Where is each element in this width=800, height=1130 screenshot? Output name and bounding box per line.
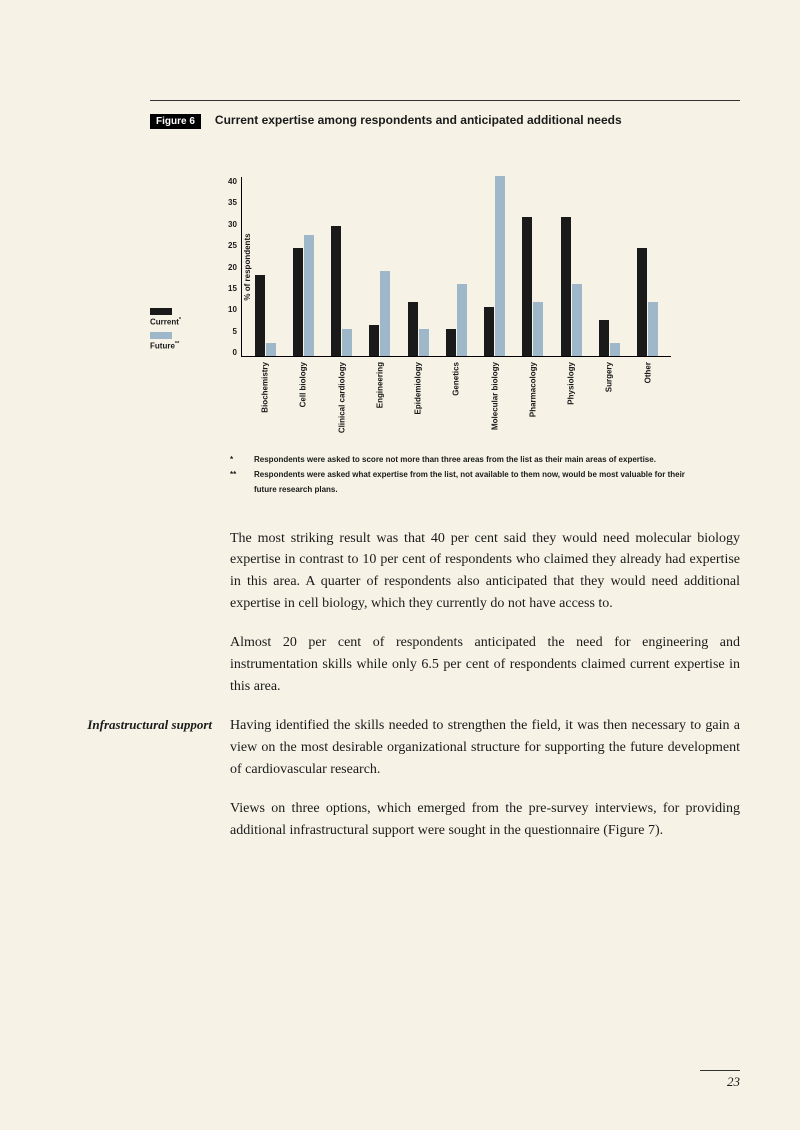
ytick: 5	[232, 327, 236, 336]
bar-current	[369, 325, 379, 357]
legend-future-label: Future	[150, 342, 175, 351]
legend-future-sup: **	[175, 341, 179, 347]
bar-current	[255, 275, 265, 356]
bar-pair: Physiology	[552, 217, 590, 357]
swatch-current	[150, 308, 172, 315]
category-label: Surgery	[605, 362, 614, 392]
bar-pair: Genetics	[437, 284, 475, 356]
category-label: Biochemistry	[261, 362, 270, 413]
bar-future	[457, 284, 467, 356]
footnote-a-text: Respondents were asked to score not more…	[254, 452, 656, 467]
bar-future	[648, 302, 658, 356]
category-label: Engineering	[375, 362, 384, 408]
bar-current	[293, 248, 303, 356]
bar-pair: Pharmacology	[514, 217, 552, 357]
bar-future	[419, 329, 429, 356]
body-text: The most striking result was that 40 per…	[230, 528, 740, 698]
ytick: 40	[228, 177, 237, 186]
bar-future	[304, 235, 314, 357]
legend-current-sup: *	[179, 317, 181, 323]
ytick: 10	[228, 305, 237, 314]
ytick: 25	[228, 241, 237, 250]
paragraph-1: The most striking result was that 40 per…	[230, 528, 740, 615]
category-label: Physiology	[567, 362, 576, 405]
bar-future	[380, 271, 390, 357]
ytick: 15	[228, 284, 237, 293]
bar-current	[446, 329, 456, 356]
section-infrastructural: Infrastructural support Having identifie…	[60, 715, 740, 859]
paragraph-2: Almost 20 per cent of respondents antici…	[230, 632, 740, 697]
category-label: Clinical cardiology	[337, 362, 346, 433]
category-label: Epidemiology	[414, 362, 423, 414]
legend-current-label: Current	[150, 317, 179, 326]
bar-pair: Biochemistry	[246, 275, 284, 356]
figure-badge: Figure 6	[150, 114, 201, 129]
top-rule	[150, 100, 740, 101]
category-label: Cell biology	[299, 362, 308, 407]
category-label: Pharmacology	[528, 362, 537, 417]
bar-future	[495, 176, 505, 356]
ytick: 20	[228, 263, 237, 272]
legend-future: Future**	[150, 332, 220, 351]
section-body: Having identified the skills needed to s…	[230, 715, 740, 859]
section-p2: Views on three options, which emerged fr…	[230, 798, 740, 841]
ytick: 30	[228, 220, 237, 229]
legend: Current* Future**	[150, 308, 220, 357]
footnote-b: ** Respondents were asked what expertise…	[230, 467, 740, 482]
bar-current	[561, 217, 571, 357]
section-p1: Having identified the skills needed to s…	[230, 715, 740, 780]
bar-pair: Cell biology	[284, 235, 322, 357]
chart: Current* Future** % of respondents 40 35…	[150, 177, 740, 357]
bar-current	[331, 226, 341, 357]
bar-current	[484, 307, 494, 357]
bar-future	[533, 302, 543, 356]
bar-future	[266, 343, 276, 357]
category-label: Molecular biology	[490, 362, 499, 430]
footnote-a: * Respondents were asked to score not mo…	[230, 452, 740, 467]
bar-future	[342, 329, 352, 356]
bar-pair: Molecular biology	[476, 176, 514, 356]
plot-area: BiochemistryCell biologyClinical cardiol…	[241, 177, 671, 357]
bar-pair: Clinical cardiology	[322, 226, 360, 357]
footnote-b-text-2: future research plans.	[254, 482, 338, 497]
footnote-b-cont: future research plans.	[230, 482, 740, 497]
bar-current	[637, 248, 647, 356]
bar-pair: Engineering	[361, 271, 399, 357]
bar-pair: Surgery	[590, 320, 628, 356]
chart-footnotes: * Respondents were asked to score not mo…	[230, 452, 740, 498]
legend-current: Current*	[150, 308, 220, 327]
ytick: 0	[232, 348, 236, 357]
bar-current	[599, 320, 609, 356]
swatch-future	[150, 332, 172, 339]
bar-future	[610, 343, 620, 357]
footnote-a-mark: *	[230, 452, 244, 467]
bar-current	[522, 217, 532, 357]
bar-pair: Other	[629, 248, 667, 356]
bar-future	[572, 284, 582, 356]
figure-header: Figure 6 Current expertise among respond…	[150, 113, 740, 129]
category-label: Genetics	[452, 362, 461, 396]
bar-current	[408, 302, 418, 356]
figure-title: Current expertise among respondents and …	[215, 113, 622, 127]
section-label: Infrastructural support	[60, 715, 212, 733]
footnote-b-text-1: Respondents were asked what expertise fr…	[254, 467, 685, 482]
category-label: Other	[643, 362, 652, 383]
ytick: 35	[228, 198, 237, 207]
page-number: 23	[700, 1070, 740, 1090]
bar-pair: Epidemiology	[399, 302, 437, 356]
footnote-b-mark: **	[230, 467, 244, 482]
y-axis: % of respondents 40 35 30 25 20 15 10 5 …	[228, 177, 241, 357]
